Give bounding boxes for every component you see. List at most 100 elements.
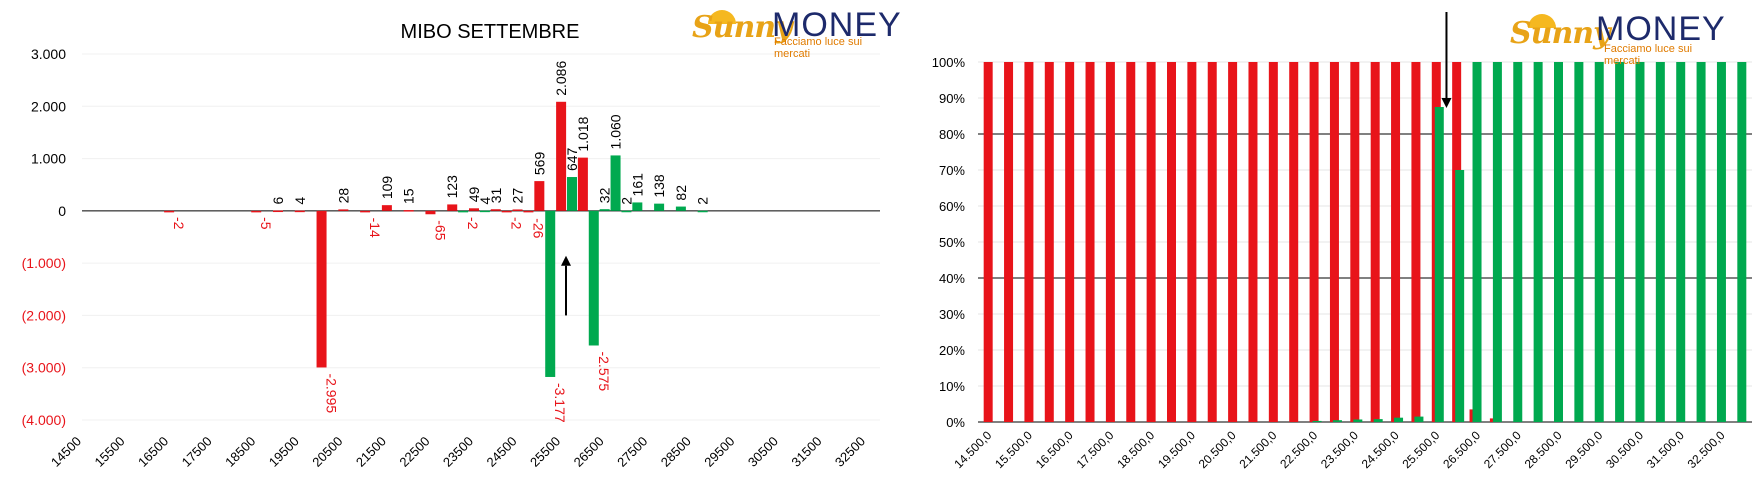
- data-label: -26: [530, 218, 546, 238]
- arrow-up-icon: [561, 255, 571, 266]
- bar: [1472, 62, 1482, 422]
- data-label: 123: [444, 175, 460, 199]
- y-tick-label: (3.000): [22, 360, 66, 376]
- bar: [1676, 62, 1686, 422]
- x-tick-label: 20500: [309, 434, 345, 470]
- x-tick-label: 17500: [179, 434, 215, 470]
- data-label: -2.995: [324, 373, 340, 413]
- x-tick-label: 15.500,0: [992, 428, 1035, 471]
- x-tick-label: 19.500,0: [1155, 428, 1198, 471]
- bar: [534, 181, 545, 211]
- data-label: 28: [335, 188, 351, 204]
- x-tick-label: 19500: [266, 434, 302, 470]
- data-label: -65: [432, 220, 448, 240]
- bar: [567, 177, 577, 211]
- bar: [447, 204, 458, 211]
- x-tick-label: 18500: [222, 434, 258, 470]
- x-tick-label: 26500: [571, 434, 607, 470]
- y-tick-label: 0: [58, 203, 66, 219]
- bar: [1716, 62, 1726, 422]
- data-label: -2: [171, 217, 187, 230]
- y-tick-label: 30%: [939, 307, 965, 322]
- bar: [1207, 62, 1217, 422]
- bar: [273, 210, 283, 213]
- bar: [1455, 170, 1465, 422]
- data-label: -14: [367, 218, 383, 238]
- logo-mark: Sunny: [1510, 16, 1611, 51]
- bar: [1554, 62, 1563, 422]
- x-tick-label: 21.500,0: [1237, 428, 1280, 471]
- bar: [1696, 62, 1706, 422]
- data-label: 1.060: [608, 114, 624, 149]
- bar: [1024, 62, 1034, 422]
- bar: [1228, 62, 1238, 422]
- x-tick-label: 17.500,0: [1074, 428, 1117, 471]
- y-tick-label: 2.000: [31, 98, 66, 114]
- data-label: -2.575: [596, 351, 612, 391]
- x-tick-label: 28500: [658, 434, 694, 470]
- y-tick-label: 80%: [939, 127, 965, 142]
- bar: [1085, 62, 1095, 422]
- y-tick-label: (4.000): [22, 412, 66, 428]
- bar: [1411, 62, 1421, 422]
- x-tick-label: 25500: [527, 434, 563, 470]
- chart-title: MIBO SETTEMBRE: [401, 21, 580, 43]
- bar: [545, 210, 556, 377]
- bar: [697, 210, 708, 213]
- x-tick-label: 30500: [745, 434, 781, 470]
- data-label: 2.086: [553, 61, 569, 96]
- bar: [1492, 62, 1502, 422]
- bar: [1312, 420, 1322, 422]
- x-tick-label: 21500: [353, 434, 389, 470]
- bar: [621, 210, 632, 213]
- x-tick-label: 28.500,0: [1522, 428, 1565, 471]
- bar: [1373, 419, 1383, 422]
- bar: [469, 208, 479, 211]
- y-tick-label: 0%: [946, 415, 965, 430]
- x-tick-label: 32500: [832, 434, 868, 470]
- bar: [1353, 419, 1363, 422]
- bar: [599, 209, 610, 211]
- logo-mark: Sunny: [692, 10, 793, 45]
- x-tick-label: 14.500,0: [951, 428, 994, 471]
- bar: [556, 101, 567, 211]
- y-tick-label: 100%: [932, 55, 966, 70]
- bar: [479, 210, 490, 213]
- bar: [1289, 62, 1299, 422]
- bar: [1065, 62, 1075, 422]
- y-tick-label: 90%: [939, 91, 965, 106]
- y-tick-label: 70%: [939, 163, 965, 178]
- bar: [1332, 420, 1342, 422]
- bar: [1655, 62, 1665, 422]
- x-tick-label: 14500: [48, 434, 84, 470]
- x-tick-label: 23.500,0: [1318, 428, 1361, 471]
- logo-right: Sunny MONEY Facciamo luce sui mercati: [1506, 10, 1726, 67]
- logo-left: Sunny MONEY Facciamo luce sui mercati: [688, 6, 901, 60]
- data-label: 49: [466, 187, 482, 203]
- bar: [1350, 62, 1360, 422]
- bar: [1391, 62, 1401, 422]
- x-tick-label: 31.500,0: [1644, 428, 1687, 471]
- x-tick-label: 29.500,0: [1562, 428, 1605, 471]
- data-label: 15: [401, 188, 417, 204]
- x-tick-label: 22.500,0: [1277, 428, 1320, 471]
- bar: [1594, 62, 1604, 422]
- bar: [512, 209, 523, 211]
- y-tick-label: 60%: [939, 199, 965, 214]
- x-tick-label: 27500: [614, 434, 650, 470]
- x-tick-label: 31500: [788, 434, 824, 470]
- data-label: 4: [477, 197, 493, 205]
- data-label: 138: [651, 174, 667, 198]
- y-tick-label: 1.000: [31, 151, 66, 167]
- bar: [1004, 62, 1014, 422]
- data-label: 2: [618, 197, 634, 205]
- bar: [1126, 62, 1136, 422]
- arrow-down-icon: [1441, 98, 1452, 108]
- x-tick-label: 32.500,0: [1685, 428, 1728, 471]
- bar: [1434, 107, 1444, 422]
- bar: [588, 210, 599, 346]
- logo-tagline: Facciamo luce sui mercati: [774, 36, 863, 60]
- x-tick-label: 20.500,0: [1196, 428, 1239, 471]
- x-tick-label: 27.500,0: [1481, 428, 1524, 471]
- bar: [1329, 62, 1339, 422]
